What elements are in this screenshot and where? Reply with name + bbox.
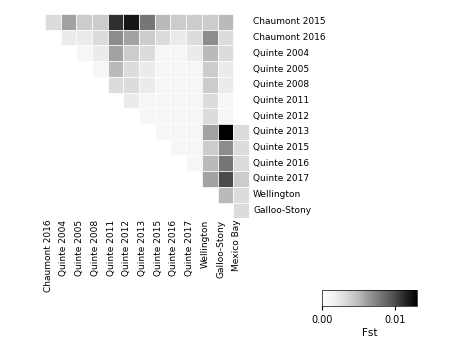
Bar bbox=[76, 30, 92, 45]
Bar bbox=[123, 30, 139, 45]
Bar bbox=[186, 45, 202, 61]
Bar bbox=[218, 140, 233, 156]
Bar bbox=[171, 124, 186, 140]
Bar bbox=[186, 30, 202, 45]
Bar bbox=[171, 30, 186, 45]
Bar bbox=[186, 108, 202, 124]
Bar bbox=[218, 156, 233, 171]
Bar bbox=[233, 156, 249, 171]
Bar bbox=[233, 124, 249, 140]
Bar bbox=[202, 124, 218, 140]
Bar bbox=[202, 156, 218, 171]
Bar bbox=[186, 14, 202, 30]
Bar bbox=[233, 171, 249, 187]
Bar bbox=[123, 61, 139, 77]
Bar bbox=[218, 61, 233, 77]
Bar bbox=[155, 93, 171, 108]
Bar bbox=[92, 30, 108, 45]
Bar bbox=[218, 124, 233, 140]
Bar bbox=[139, 14, 155, 30]
Bar bbox=[171, 93, 186, 108]
Bar bbox=[186, 93, 202, 108]
Bar bbox=[202, 108, 218, 124]
Bar bbox=[61, 30, 76, 45]
Bar bbox=[108, 30, 123, 45]
Bar bbox=[202, 93, 218, 108]
Bar bbox=[155, 30, 171, 45]
Bar bbox=[218, 171, 233, 187]
Bar bbox=[218, 77, 233, 93]
Bar bbox=[61, 14, 76, 30]
Bar bbox=[155, 45, 171, 61]
Bar bbox=[202, 61, 218, 77]
Bar bbox=[186, 140, 202, 156]
Bar bbox=[171, 77, 186, 93]
Bar bbox=[45, 14, 61, 30]
Bar bbox=[123, 45, 139, 61]
Bar bbox=[202, 45, 218, 61]
Bar bbox=[186, 77, 202, 93]
Bar bbox=[155, 14, 171, 30]
Bar bbox=[155, 124, 171, 140]
Bar bbox=[171, 108, 186, 124]
Bar bbox=[92, 14, 108, 30]
Bar bbox=[218, 14, 233, 30]
Bar bbox=[202, 140, 218, 156]
Bar bbox=[108, 61, 123, 77]
Bar bbox=[218, 108, 233, 124]
Bar bbox=[139, 45, 155, 61]
Bar bbox=[139, 93, 155, 108]
Bar bbox=[186, 156, 202, 171]
Bar bbox=[139, 30, 155, 45]
Bar bbox=[171, 61, 186, 77]
Bar bbox=[108, 77, 123, 93]
Bar bbox=[76, 45, 92, 61]
Bar bbox=[92, 45, 108, 61]
Bar bbox=[171, 14, 186, 30]
Bar bbox=[139, 61, 155, 77]
Bar bbox=[123, 77, 139, 93]
Bar bbox=[139, 108, 155, 124]
Bar bbox=[218, 45, 233, 61]
Bar bbox=[123, 93, 139, 108]
Bar bbox=[171, 140, 186, 156]
Bar bbox=[202, 30, 218, 45]
Bar bbox=[155, 77, 171, 93]
Bar bbox=[186, 61, 202, 77]
Bar bbox=[218, 30, 233, 45]
Bar bbox=[233, 140, 249, 156]
Bar bbox=[218, 93, 233, 108]
Bar bbox=[108, 45, 123, 61]
Bar bbox=[218, 187, 233, 202]
Bar bbox=[92, 61, 108, 77]
Bar bbox=[202, 77, 218, 93]
Bar bbox=[123, 14, 139, 30]
X-axis label: Fst: Fst bbox=[362, 328, 377, 338]
Bar bbox=[171, 45, 186, 61]
Bar bbox=[186, 124, 202, 140]
Bar bbox=[233, 202, 249, 218]
Bar bbox=[76, 14, 92, 30]
Bar bbox=[155, 108, 171, 124]
Bar bbox=[155, 61, 171, 77]
Bar bbox=[233, 187, 249, 202]
Bar bbox=[202, 14, 218, 30]
Bar bbox=[139, 77, 155, 93]
Bar bbox=[202, 171, 218, 187]
Bar bbox=[108, 14, 123, 30]
